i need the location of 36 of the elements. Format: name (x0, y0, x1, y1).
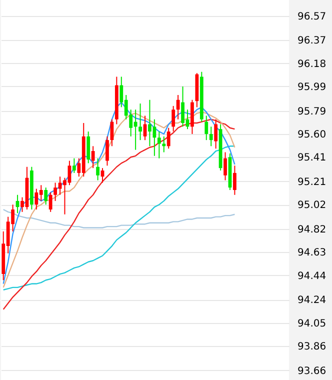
candlestick (106, 136, 109, 166)
candlestick (48, 192, 52, 212)
y-tick-label: 96.37 (298, 36, 326, 47)
candlestick (233, 165, 236, 196)
candlestick (209, 126, 213, 147)
y-tick-label: 93.66 (298, 366, 326, 377)
y-tick-label: 94.05 (298, 318, 326, 330)
y-tick-label: 95.41 (298, 152, 326, 164)
candlestick (96, 158, 100, 181)
candlestick (86, 131, 90, 164)
candlestick (157, 131, 161, 159)
candlestick (166, 127, 170, 150)
candlestick (162, 136, 166, 153)
candlestick (138, 103, 142, 141)
y-tick-label: 95.99 (298, 82, 326, 93)
candlestick (143, 115, 147, 141)
y-tick-label: 94.82 (298, 224, 326, 236)
line-series (2, 146, 236, 290)
y-tick-label: 96.18 (298, 58, 326, 70)
candlestick (214, 118, 218, 150)
y-tick-label: 95.21 (298, 176, 326, 188)
y-tick-label: 94.24 (298, 295, 326, 306)
y-tick-label: 93.86 (298, 341, 326, 352)
y-tick-label: 96.57 (298, 11, 326, 22)
y-tick-label: 95.02 (298, 200, 326, 212)
candlestick (72, 158, 76, 174)
y-tick-label: 94.44 (298, 270, 326, 282)
y-tick-label: 95.79 (298, 106, 326, 118)
candlestick (204, 115, 208, 141)
candlestick (172, 105, 176, 132)
y-tick-label: 95.60 (298, 129, 326, 140)
candlestick (91, 146, 95, 169)
y-tick-label: 94.63 (298, 248, 326, 259)
candlestick (44, 187, 48, 206)
candlestick (224, 152, 227, 181)
line-series (2, 208, 236, 228)
